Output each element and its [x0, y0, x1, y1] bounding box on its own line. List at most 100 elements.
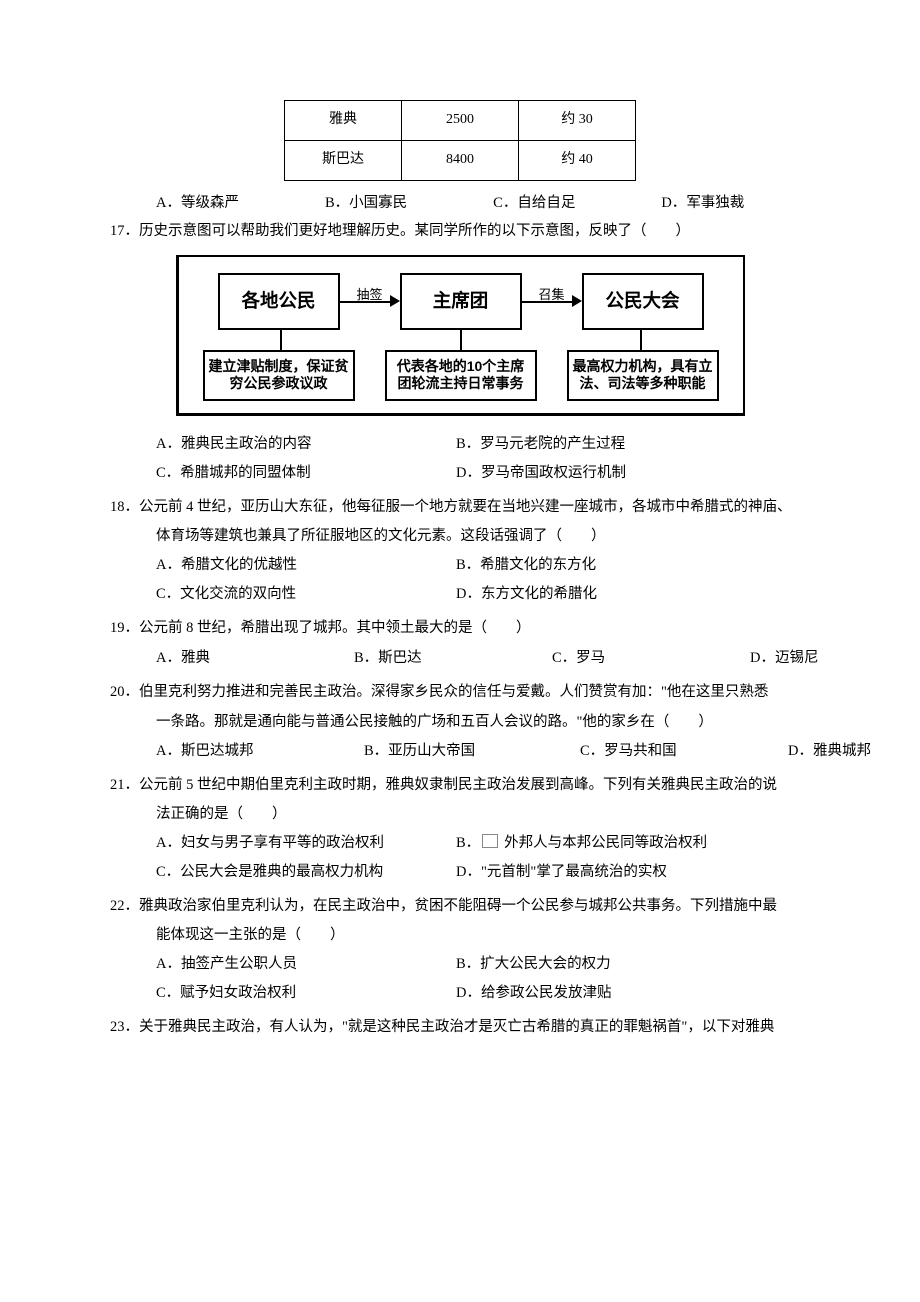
q21: 21．公元前 5 世纪中期伯里克利主政时期，雅典奴隶制民主政治发展到高峰。下列有… [110, 772, 810, 887]
opt: B．扩大公民大会的权力 [456, 950, 756, 979]
opt-text: 等级森严 [181, 195, 239, 211]
q22-options: A．抽签产生公职人员 B．扩大公民大会的权力 [110, 950, 810, 979]
opt: D．军事独裁 [661, 189, 744, 218]
opt-text: 妇女与男子享有平等的政治权利 [181, 835, 384, 851]
opt: C．自给自足 [493, 189, 575, 218]
opt: D．给参政公民发放津贴 [456, 979, 756, 1008]
opt-text: 小国寡民 [349, 195, 407, 211]
q22-stem-cont: 能体现这一主张的是（ ） [110, 922, 810, 950]
arrow-right-icon: 召集 [522, 301, 582, 302]
connector-line [280, 330, 282, 350]
q19-stem: 19．公元前 8 世纪，希腊出现了城邦。其中领土最大的是（ ） [110, 615, 810, 643]
opt-text: 公民大会是雅典的最高权力机构 [180, 864, 383, 880]
opt: A．妇女与男子享有平等的政治权利 [156, 829, 456, 858]
q21-stem: 21．公元前 5 世纪中期伯里克利主政时期，雅典奴隶制民主政治发展到高峰。下列有… [110, 772, 810, 800]
opt-text: 罗马共和国 [604, 743, 677, 759]
opt-text: 迈锡尼 [775, 650, 819, 666]
diagram-node: 代表各地的10个主席团轮流主持日常事务 [385, 350, 537, 401]
q21-stem-cont: 法正确的是（ ） [110, 801, 810, 829]
opt-text: 抽签产生公职人员 [181, 956, 297, 972]
opt-text: 雅典民主政治的内容 [181, 436, 312, 452]
q22: 22．雅典政治家伯里克利认为，在民主政治中，贫困不能阻碍一个公民参与城邦公共事务… [110, 893, 810, 1008]
opt-text: 希腊文化的优越性 [181, 557, 297, 573]
diagram-node: 最高权力机构，具有立法、司法等多种职能 [567, 350, 719, 401]
opt-text: 罗马 [576, 650, 605, 666]
q22-options: C．赋予妇女政治权利 D．给参政公民发放津贴 [110, 979, 810, 1008]
opt: A．抽签产生公职人员 [156, 950, 456, 979]
opt-text: 罗马元老院的产生过程 [480, 436, 625, 452]
q17-options: A．雅典民主政治的内容 B．罗马元老院的产生过程 [110, 430, 810, 459]
arrow-label: 召集 [538, 281, 564, 310]
opt: B．外邦人与本邦公民同等政治权利 [456, 829, 756, 858]
opt: C．文化交流的双向性 [156, 580, 456, 609]
opt: A．雅典民主政治的内容 [156, 430, 456, 459]
opt-text: 文化交流的双向性 [180, 586, 296, 602]
arrow-right-icon: 抽签 [340, 301, 400, 302]
cell: 约 30 [519, 101, 636, 141]
opt-text: 外邦人与本邦公民同等政治权利 [504, 835, 707, 851]
opt: D．东方文化的希腊化 [456, 580, 756, 609]
q20-options: A．斯巴达城邦 B．亚历山大帝国 C．罗马共和国 D．雅典城邦 [110, 737, 810, 766]
opt: D．罗马帝国政权运行机制 [456, 459, 756, 488]
q18-options: A．希腊文化的优越性 B．希腊文化的东方化 [110, 551, 810, 580]
opt-text: "元首制"掌了最高统治的实权 [481, 864, 667, 880]
opt-text: 扩大公民大会的权力 [480, 956, 611, 972]
opt-text: 给参政公民发放津贴 [481, 985, 612, 1001]
diagram-node: 各地公民 [218, 273, 340, 330]
opt: B．小国寡民 [325, 189, 407, 218]
opt: C．罗马共和国 [580, 737, 740, 766]
cell: 雅典 [285, 101, 402, 141]
opt-text: 赋予妇女政治权利 [180, 985, 296, 1001]
opt-text: 自给自足 [517, 195, 575, 211]
opt: B．希腊文化的东方化 [456, 551, 756, 580]
opt-text: 希腊城邦的同盟体制 [180, 465, 311, 481]
opt-text: 雅典 [181, 650, 210, 666]
connector-line [460, 330, 462, 350]
cell: 2500 [402, 101, 519, 141]
q21-options: C．公民大会是雅典的最高权力机构 D．"元首制"掌了最高统治的实权 [110, 858, 810, 887]
cell: 斯巴达 [285, 140, 402, 180]
q18-options: C．文化交流的双向性 D．东方文化的希腊化 [110, 580, 810, 609]
diagram-node: 主席团 [400, 273, 522, 330]
cell: 8400 [402, 140, 519, 180]
opt: A．斯巴达城邦 [156, 737, 316, 766]
opt: C．罗马 [552, 644, 702, 673]
q17-options: C．希腊城邦的同盟体制 D．罗马帝国政权运行机制 [110, 459, 810, 488]
connector-line [640, 330, 642, 350]
q23: 23．关于雅典民主政治，有人认为，"就是这种民主政治才是灭亡古希腊的真正的罪魁祸… [110, 1014, 810, 1042]
opt: D．迈锡尼 [750, 644, 900, 673]
opt-text: 雅典城邦 [813, 743, 871, 759]
q20-stem-cont: 一条路。那就是通向能与普通公民接触的广场和五百人会议的路。"他的家乡在（ ） [110, 709, 810, 737]
opt: B．斯巴达 [354, 644, 504, 673]
cell: 约 40 [519, 140, 636, 180]
diagram-node: 公民大会 [582, 273, 704, 330]
q20: 20．伯里克利努力推进和完善民主政治。深得家乡民众的信任与爱戴。人们赞赏有加："… [110, 679, 810, 765]
q23-stem: 23．关于雅典民主政治，有人认为，"就是这种民主政治才是灭亡古希腊的真正的罪魁祸… [110, 1014, 810, 1042]
q17: 17．历史示意图可以帮助我们更好地理解历史。某同学所作的以下示意图，反映了（ ）… [110, 218, 810, 488]
placeholder-box-icon [482, 834, 498, 848]
opt-text: 斯巴达 [378, 650, 422, 666]
opt-text: 希腊文化的东方化 [480, 557, 596, 573]
q19-options: A．雅典 B．斯巴达 C．罗马 D．迈锡尼 [110, 644, 810, 673]
diagram-node: 建立津贴制度，保证贫穷公民参政议政 [203, 350, 355, 401]
opt: B．罗马元老院的产生过程 [456, 430, 756, 459]
city-state-table: 雅典 2500 约 30 斯巴达 8400 约 40 [284, 100, 636, 181]
arrow-label: 抽签 [356, 281, 382, 310]
opt-text: 东方文化的希腊化 [481, 586, 597, 602]
opt-text: 军事独裁 [686, 195, 744, 211]
q17-diagram: 各地公民 抽签 主席团 召集 公民大会 建立津贴制度，保证贫穷公民参政议政 [110, 255, 810, 416]
opt: A．希腊文化的优越性 [156, 551, 456, 580]
opt: D．雅典城邦 [788, 737, 920, 766]
q20-stem: 20．伯里克利努力推进和完善民主政治。深得家乡民众的信任与爱戴。人们赞赏有加："… [110, 679, 810, 707]
q18: 18．公元前 4 世纪，亚历山大东征，他每征服一个地方就要在当地兴建一座城市，各… [110, 494, 810, 609]
opt-text: 罗马帝国政权运行机制 [481, 465, 626, 481]
q18-stem: 18．公元前 4 世纪，亚历山大东征，他每征服一个地方就要在当地兴建一座城市，各… [110, 494, 810, 522]
q16-options: A．等级森严 B．小国寡民 C．自给自足 D．军事独裁 [110, 189, 810, 218]
opt: C．希腊城邦的同盟体制 [156, 459, 456, 488]
q21-options: A．妇女与男子享有平等的政治权利 B．外邦人与本邦公民同等政治权利 [110, 829, 810, 858]
q19: 19．公元前 8 世纪，希腊出现了城邦。其中领土最大的是（ ） A．雅典 B．斯… [110, 615, 810, 674]
q18-stem-cont: 体育场等建筑也兼具了所征服地区的文化元素。这段话强调了（ ） [110, 523, 810, 551]
opt: B．亚历山大帝国 [364, 737, 532, 766]
opt: C．公民大会是雅典的最高权力机构 [156, 858, 456, 887]
opt-text: 斯巴达城邦 [181, 743, 254, 759]
